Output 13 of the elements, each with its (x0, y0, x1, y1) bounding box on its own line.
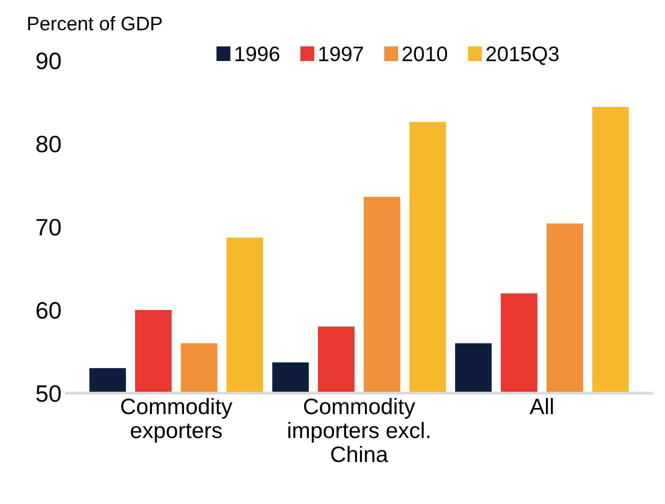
y-tick-label: 80 (36, 136, 61, 152)
x-tick-label: Commodity exporters (121, 398, 232, 443)
x-tick-label: All (530, 398, 553, 414)
y-tick-label: 60 (36, 302, 61, 319)
y-tick-label: 70 (36, 218, 61, 236)
legend-label: 1997 (319, 46, 364, 62)
x-tick-label: Commodity importers excl. China (288, 398, 430, 462)
y-tick-label: 50 (36, 385, 61, 402)
legend-label: 1996 (235, 46, 280, 62)
y-axis-title: Percent of GDP (28, 16, 162, 30)
legend-label: 2010 (402, 46, 448, 62)
legend-label: 2015Q3 (486, 46, 559, 65)
y-tick-label: 90 (36, 52, 61, 70)
